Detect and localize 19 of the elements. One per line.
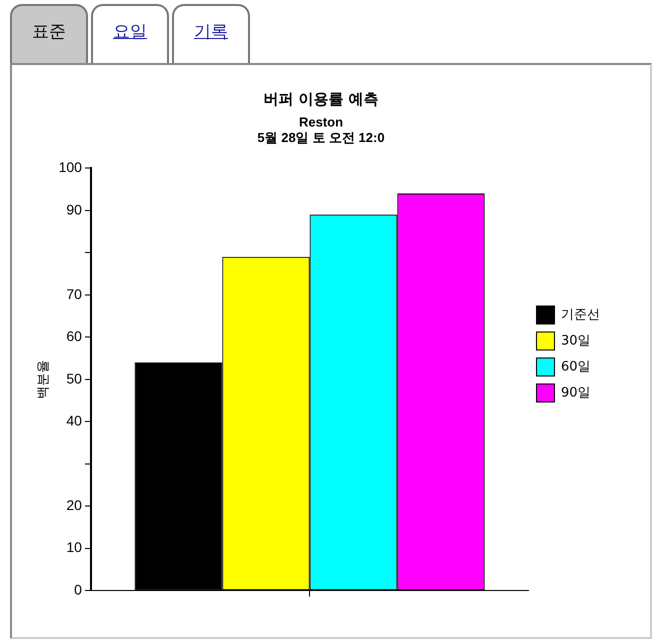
- text: 요일: [91, 4, 169, 64]
- y-tick-label: 90: [66, 201, 82, 218]
- y-tick-label: 40: [66, 412, 82, 428]
- chart-title: 버퍼 이용률 예측: [263, 90, 379, 108]
- text: 기록: [172, 4, 250, 64]
- y-tick-label: 50: [66, 370, 82, 386]
- legend-label: 90일: [561, 385, 591, 400]
- legend-label: 기준선: [561, 307, 600, 322]
- y-tick-label: 100: [58, 159, 82, 176]
- y-tick-label: 20: [66, 496, 82, 513]
- y-tick-label: 0: [74, 581, 82, 598]
- y-axis-title: 백분율: [36, 360, 52, 399]
- legend-label: 60일: [561, 359, 591, 374]
- y-tick-label: 60: [66, 328, 82, 344]
- y-tick-label: 70: [66, 286, 82, 302]
- text: 5월 28일 토 오전 12:0: [257, 130, 385, 145]
- legend-label: 30일: [561, 333, 591, 348]
- y-tick-label: 10: [66, 539, 82, 556]
- chart-subtitle: Reston: [298, 114, 344, 130]
